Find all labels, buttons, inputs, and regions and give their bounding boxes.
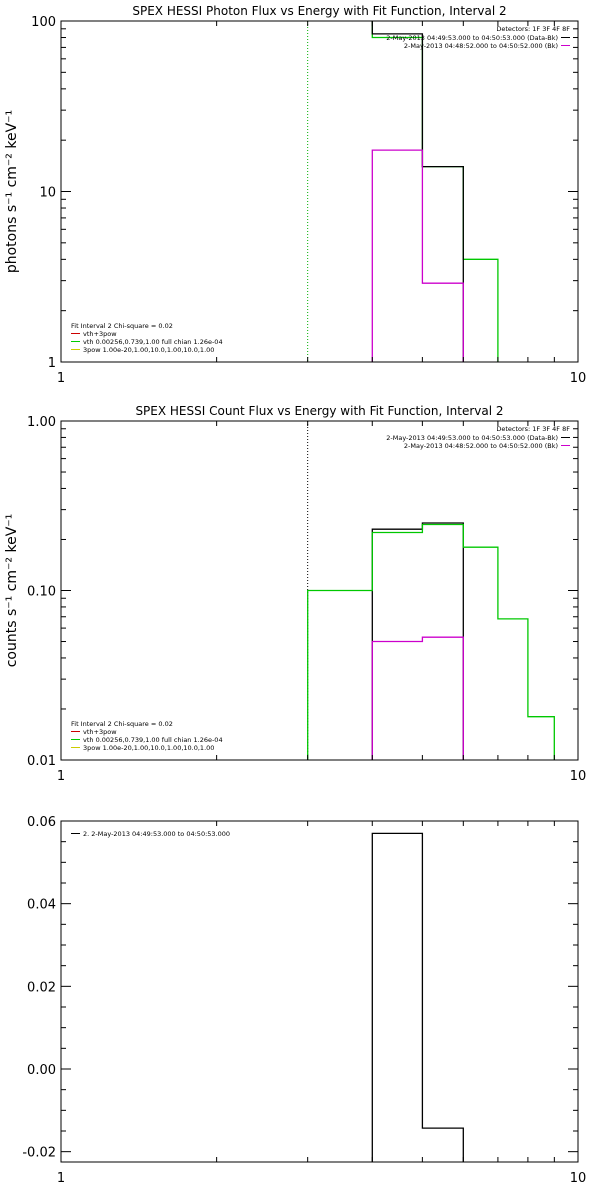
y-tick-label: -0.02 <box>22 1146 56 1161</box>
x-tick-label: 10 <box>570 371 587 386</box>
count-flux-panel: SPEX HESSI Count Flux vs Energy with Fit… <box>4 404 587 784</box>
y-tick-label: 0.02 <box>27 980 56 995</box>
series-line-1 <box>371 21 464 362</box>
legend-fit-header: Fit Interval 2 Chi-square = 0.02 <box>71 720 173 728</box>
y-tick-label: 0.10 <box>27 585 56 600</box>
legend-fit-text: vth+3pow <box>83 728 117 736</box>
x-tick-label: 10 <box>570 769 587 784</box>
y-tick-label: 0.01 <box>27 754 56 769</box>
legend-fit-header: Fit Interval 2 Chi-square = 0.02 <box>71 322 173 330</box>
series-line-1 <box>371 636 464 760</box>
series-group <box>307 421 555 760</box>
legend-fit-text: vth 0.00256,0.739,1.00 full chian 1.26e-… <box>83 736 223 744</box>
x-tick-label: 10 <box>570 1171 587 1186</box>
y-axis-label: counts s⁻¹ cm⁻² keV⁻¹ <box>4 514 20 668</box>
y-tick-label: 100 <box>31 15 56 30</box>
photon-flux-panel: SPEX HESSI Photon Flux vs Energy with Fi… <box>4 4 587 386</box>
series-line-0 <box>371 522 464 760</box>
legend-fit-text: vth+3pow <box>83 330 117 338</box>
y-tick-label: 10 <box>39 186 56 201</box>
legend-entry-text: 2-May-2013 04:48:52.000 to 04:50:52.000 … <box>404 442 558 450</box>
x-tick-label: 1 <box>57 1171 65 1186</box>
axes-frame <box>60 20 579 363</box>
legend-detectors: Detectors: 1F 3F 4F 8F <box>496 25 570 33</box>
series-group <box>371 832 464 1162</box>
y-tick-label: 1 <box>48 356 56 371</box>
legend-entry-text: 2-May-2013 04:48:52.000 to 04:50:52.000 … <box>404 42 558 50</box>
legend-entry-text: 2-May-2013 04:49:53.000 to 04:50:53.000 … <box>386 34 558 42</box>
chart-title: SPEX HESSI Count Flux vs Energy with Fit… <box>135 404 503 418</box>
series-line-2 <box>371 149 464 362</box>
residual-panel: 1 10 -0.02 0.00 0.02 0.04 0.06 2. 2-May-2013 04… <box>22 815 587 1186</box>
y-tick-label: 0.06 <box>27 815 56 830</box>
series-line-2 <box>307 523 555 760</box>
legend-entry-text: 2-May-2013 04:49:53.000 to 04:50:53.000 … <box>386 434 558 442</box>
series-group <box>307 21 499 362</box>
y-tick-label: 1.00 <box>27 415 56 430</box>
legend-fit-text: vth 0.00256,0.739,1.00 full chian 1.26e-… <box>83 338 223 346</box>
legend-text: 2. 2-May-2013 04:49:53.000 to 04:50:53.0… <box>83 830 230 838</box>
y-tick-label: 0.04 <box>27 898 56 913</box>
chart-title: SPEX HESSI Photon Flux vs Energy with Fi… <box>132 4 506 18</box>
series-line-0 <box>371 21 499 362</box>
axes-frame <box>60 820 579 1163</box>
x-tick-label: 1 <box>57 769 65 784</box>
x-tick-label: 1 <box>57 371 65 386</box>
legend-fit-text: 3pow 1.00e-20,1.00,10.0,1.00,10.0,1.00 <box>83 744 214 752</box>
series-line-0 <box>371 832 464 1162</box>
y-axis-label: photons s⁻¹ cm⁻² keV⁻¹ <box>4 110 20 273</box>
legend-fit-text: 3pow 1.00e-20,1.00,10.0,1.00,10.0,1.00 <box>83 346 214 354</box>
legend-detectors: Detectors: 1F 3F 4F 8F <box>496 425 570 433</box>
y-tick-label: 0.00 <box>27 1063 56 1078</box>
